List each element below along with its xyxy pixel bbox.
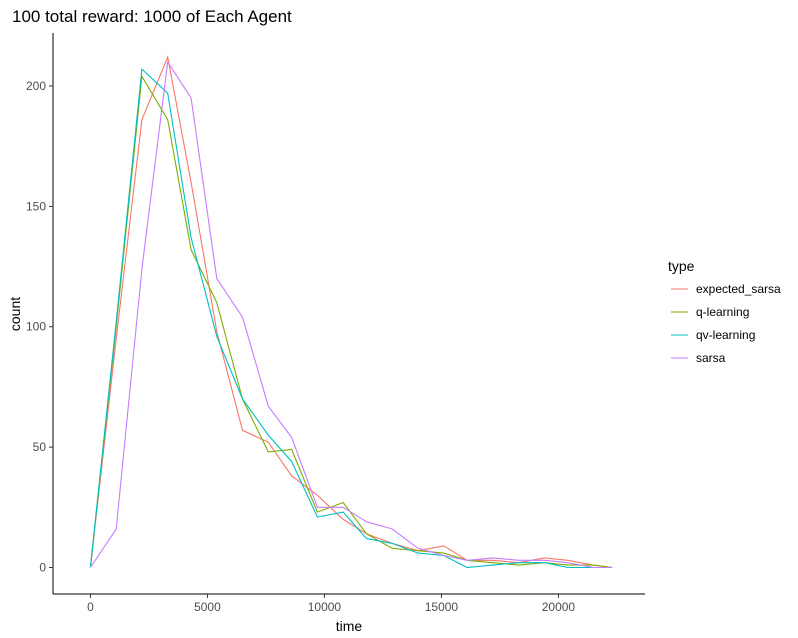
legend-label-q-learning: q-learning	[696, 305, 749, 319]
series-line-q-learning	[89, 74, 613, 569]
chart-title: 100 total reward: 1000 of Each Agent	[12, 7, 292, 26]
y-axis-title: count	[7, 297, 23, 331]
y-axis-ticks: 0 50 100 150 200	[26, 79, 53, 575]
plot-area	[89, 55, 613, 569]
y-tick-label: 50	[33, 440, 47, 454]
x-tick-label: 20000	[542, 600, 576, 614]
legend-label-sarsa: sarsa	[696, 351, 726, 365]
x-tick-label: 0	[87, 600, 94, 614]
legend-items: expected_sarsa q-learning qv-learning sarsa	[671, 282, 781, 365]
x-tick-label: 15000	[425, 600, 459, 614]
y-tick-label: 100	[26, 320, 46, 334]
y-tick-label: 200	[26, 79, 46, 93]
x-tick-label: 10000	[308, 600, 342, 614]
legend: type expected_sarsa q-learning qv-learning…	[668, 258, 781, 365]
y-tick-label: 0	[39, 561, 46, 575]
legend-label-expected_sarsa: expected_sarsa	[696, 282, 781, 296]
series-line-qv-learning	[89, 67, 613, 569]
x-tick-label: 5000	[194, 600, 221, 614]
x-axis-ticks: 0 5000 10000 15000 20000	[87, 594, 575, 614]
legend-title: type	[668, 258, 695, 274]
series-line-expected_sarsa	[89, 55, 613, 569]
x-axis-title: time	[336, 618, 363, 634]
series-line-sarsa	[89, 60, 613, 569]
legend-label-qv-learning: qv-learning	[696, 328, 755, 342]
y-tick-label: 150	[26, 199, 46, 213]
